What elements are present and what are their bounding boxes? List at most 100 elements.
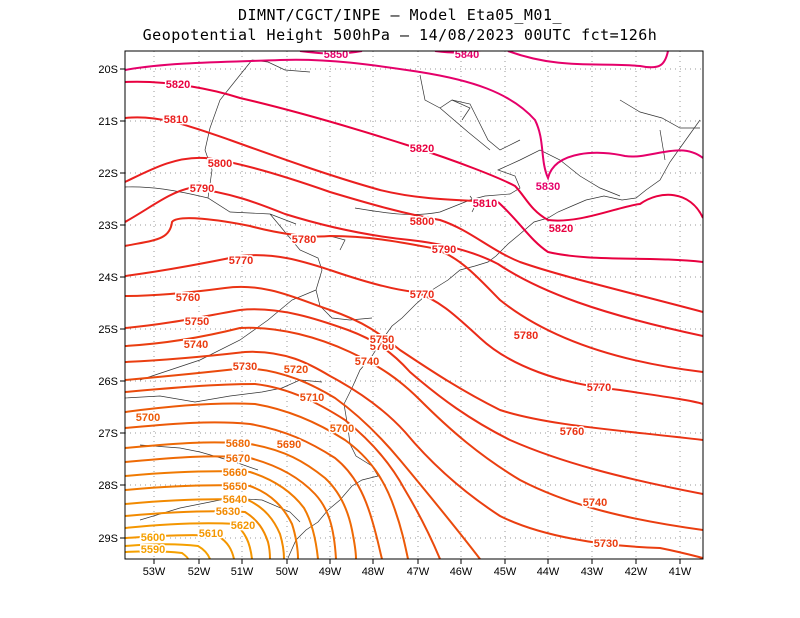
lon-tick-label: 42W — [625, 566, 648, 578]
lat-tick-label: 25S — [98, 324, 118, 336]
contour-label: 5750 — [370, 334, 394, 346]
contour-label: 5740 — [583, 497, 607, 509]
contour-5600 — [125, 543, 211, 559]
lat-tick-label: 20S — [98, 64, 118, 76]
contour-5610 — [125, 534, 235, 559]
contour-label: 5660 — [223, 467, 247, 479]
brazil-state-borders — [125, 59, 373, 523]
lon-tick-label: 52W — [188, 566, 211, 578]
contour-5670 — [125, 455, 337, 559]
lon-tick-label: 46W — [450, 566, 473, 578]
lon-tick-label: 50W — [276, 566, 299, 578]
contour-label: 5780 — [292, 234, 316, 246]
plot-frame — [124, 50, 704, 560]
contour-label: 5780 — [514, 330, 538, 342]
contour-5750 — [125, 308, 703, 495]
contour-5800 — [125, 156, 703, 313]
contour-5590 — [125, 550, 189, 559]
contour-label: 5750 — [185, 316, 209, 328]
coastline-borders — [125, 59, 701, 559]
contour-label: 5590 — [141, 544, 165, 556]
contour-label: 5820 — [166, 79, 190, 91]
contour-label: 5770 — [587, 382, 611, 394]
contour-label: 5800 — [410, 216, 434, 228]
contour-5630 — [125, 510, 271, 559]
contour-label: 5610 — [199, 528, 223, 540]
contour-label: 5630 — [216, 506, 240, 518]
contour-label: 5740 — [184, 339, 208, 351]
contour-5830 — [125, 58, 703, 182]
contour-label: 5790 — [190, 183, 214, 195]
lon-tick-label: 44W — [537, 566, 560, 578]
contour-label: 5620 — [231, 520, 255, 532]
axis-ticks: 53W 52W 51W 50W 49W 48W 47W 46W 45W 44W 43W 42W 41W 2… — [98, 64, 692, 578]
contour-label: 5760 — [560, 426, 584, 438]
lon-tick-label: 47W — [407, 566, 430, 578]
contour-5680 — [125, 441, 357, 559]
lon-tick-label: 41W — [669, 566, 692, 578]
sao-paulo-borders — [354, 74, 700, 215]
contour-5760 — [125, 285, 703, 441]
contour-label: 5840 — [455, 49, 479, 61]
contour-5840 — [507, 51, 669, 69]
contour-label: 5770 — [410, 289, 434, 301]
contour-label: 5820 — [410, 143, 434, 155]
lat-tick-label: 27S — [98, 428, 118, 440]
lon-tick-label: 48W — [362, 566, 385, 578]
contour-5660 — [125, 470, 319, 559]
lat-tick-label: 23S — [98, 220, 118, 232]
contour-labels: 5850 5840 5830 5820 5820 5820 5810 5810 5800 5800… — [134, 49, 619, 558]
lat-tick-label: 29S — [98, 533, 118, 545]
contour-5810-east — [497, 201, 703, 263]
contour-label: 5700 — [136, 412, 160, 424]
contour-label: 5730 — [594, 538, 618, 550]
lat-lon-grid — [125, 51, 703, 559]
contour-5640 — [125, 498, 285, 559]
contour-5700 — [125, 402, 409, 559]
lon-tick-label: 49W — [319, 566, 342, 578]
contour-label: 5830 — [536, 181, 560, 193]
map-title-line2: Geopotential Height 500hPa – 14/08/2023 … — [142, 26, 658, 44]
contour-label: 5760 — [176, 292, 200, 304]
contour-5620 — [125, 522, 253, 559]
contour-label: 5760 — [370, 341, 394, 353]
contour-5810 — [125, 116, 499, 203]
contour-5790 — [125, 186, 703, 337]
contour-5650 — [125, 484, 299, 559]
height-contours — [125, 51, 703, 559]
lat-tick-label: 22S — [98, 168, 118, 180]
contour-5740 — [125, 326, 703, 531]
lon-tick-label: 45W — [494, 566, 517, 578]
contour-label: 5810 — [164, 114, 188, 126]
lat-tick-label: 24S — [98, 272, 118, 284]
lat-tick-label: 28S — [98, 480, 118, 492]
contour-label: 5740 — [355, 356, 379, 368]
contour-label: 5770 — [229, 255, 253, 267]
contour-label: 5820 — [549, 223, 573, 235]
contour-label: 5720 — [284, 364, 308, 376]
contour-5850 — [299, 51, 363, 55]
contour-label: 5730 — [233, 361, 257, 373]
contour-5770 — [125, 254, 703, 405]
contour-label: 5680 — [226, 438, 250, 450]
contour-5720 — [125, 366, 481, 559]
lat-tick-label: 21S — [98, 116, 118, 128]
contour-label: 5810 — [473, 198, 497, 210]
contour-5730 — [125, 350, 703, 559]
contour-label: 5640 — [223, 494, 247, 506]
contour-label: 5790 — [432, 244, 456, 256]
brazil-coastline — [287, 119, 701, 559]
contour-5690 — [125, 421, 383, 559]
contour-label: 5690 — [277, 439, 301, 451]
contour-label: 5710 — [300, 392, 324, 404]
contour-5820 — [125, 80, 703, 222]
contour-label: 5600 — [141, 532, 165, 544]
contour-5780 — [125, 217, 703, 373]
lon-tick-label: 43W — [581, 566, 604, 578]
lat-tick-label: 26S — [98, 376, 118, 388]
contour-label: 5670 — [226, 453, 250, 465]
contour-label: 5650 — [223, 481, 247, 493]
contour-5710 — [125, 382, 441, 559]
contour-label: 5700 — [330, 423, 354, 435]
